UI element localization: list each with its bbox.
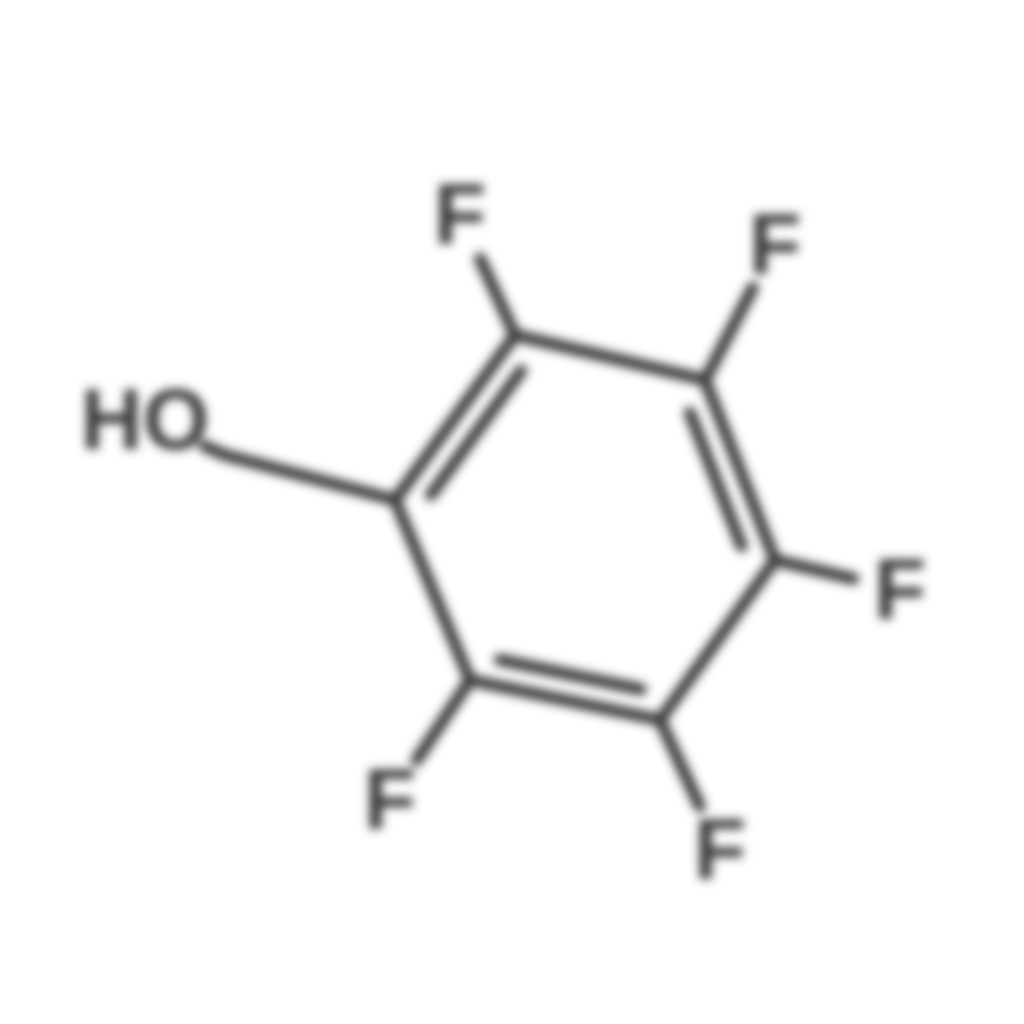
- bond-C4-C5: [660, 560, 775, 720]
- atom-label-f3: F: [749, 197, 802, 293]
- bond-C6-C1: [395, 500, 470, 680]
- atom-label-o1: HO: [81, 372, 210, 468]
- molecule-diagram: HO F F F F F: [0, 0, 1024, 1024]
- bond-C3-F3: [705, 288, 753, 380]
- atom-label-f2: F: [434, 167, 487, 263]
- bond-C6-F6: [417, 680, 470, 760]
- bond-C1-C2: [395, 335, 515, 500]
- bond-C3-C4-inner: [690, 413, 742, 546]
- bond-C2-F2: [480, 259, 515, 335]
- atom-label-f5: F: [694, 802, 747, 898]
- atom-label-f4: F: [874, 542, 927, 638]
- bond-C4-F4: [775, 560, 853, 579]
- bond-C1-C7: [225, 455, 395, 500]
- bond-C2-C3: [515, 335, 705, 380]
- bond-C5-F5: [660, 720, 700, 806]
- atom-label-f6: F: [364, 752, 417, 848]
